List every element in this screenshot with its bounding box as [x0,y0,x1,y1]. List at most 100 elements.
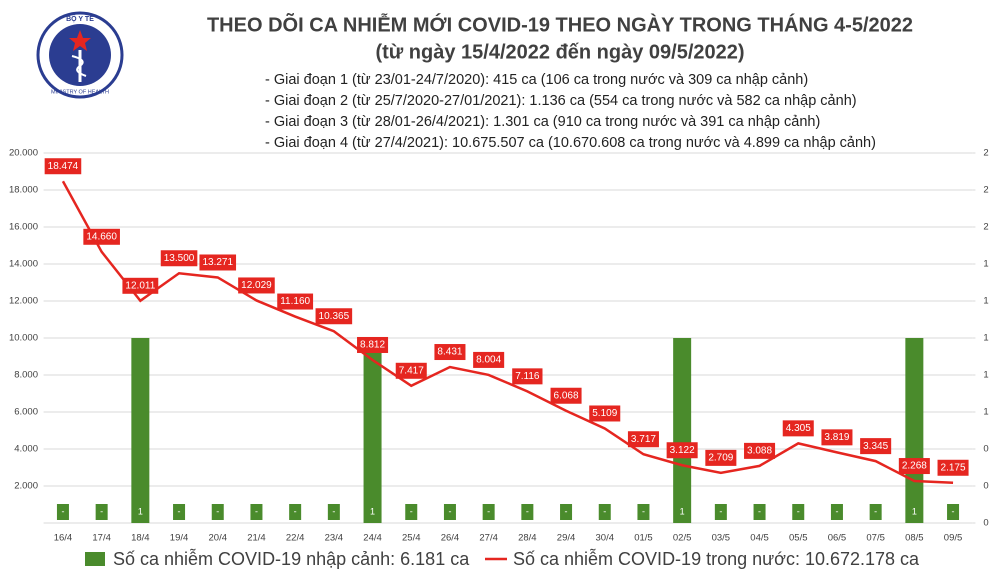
value-label-box [199,254,237,271]
y-tick-label: 18.000 [9,185,38,196]
bar [560,504,573,520]
bar [482,504,495,520]
line-value-label: 7.116 [515,371,540,382]
y-tick-label: 6.000 [14,407,38,418]
bar-value-label: - [835,506,838,516]
y-tick-label: 4.000 [14,444,38,455]
bar-value-label: - [178,506,181,516]
bar-value-label: - [952,506,955,516]
bar-value-label: - [255,506,258,516]
x-tick-label: 06/5 [828,533,847,544]
x-tick-label: 25/4 [402,533,421,544]
line-value-label: 13.271 [202,257,233,268]
value-label-box [627,431,659,448]
x-tick-label: 03/5 [712,533,731,544]
line-value-label: 8.004 [476,355,501,366]
value-label-box [705,449,737,466]
x-tick-label: 26/4 [441,533,460,544]
bar-value-label: 1 [680,506,685,516]
value-label-box [434,344,466,361]
value-label-box [395,362,427,379]
y2-tick-label: 0 [983,481,988,492]
bar-value-label: - [332,506,335,516]
bar [405,504,418,520]
note: - Giai đoạn 1 (từ 23/01-24/7/2020): 415 … [265,72,808,88]
value-label-box [512,368,543,385]
x-tick-label: 24/4 [363,533,382,544]
note: - Giai đoạn 4 (từ 27/4/2021): 10.675.507… [265,135,876,151]
bar [753,504,766,520]
bar-value-label: - [100,506,103,516]
x-tick-label: 28/4 [518,533,537,544]
y2-tick-label: 2 [983,148,988,159]
line-value-label: 3.717 [631,434,656,445]
bar-value-label: 1 [370,506,375,516]
x-tick-label: 16/4 [54,533,73,544]
bar [211,504,224,520]
bar-value-label: - [448,506,451,516]
bar [95,504,108,520]
y2-tick-label: 1 [983,296,988,307]
line-value-labels: 18.474 14.660 12.011 13.500 13.271 12.029 11.1… [44,158,969,476]
x-tick-label: 27/4 [479,533,498,544]
line-value-label: 8.812 [360,340,385,351]
bar-value-label: - [797,506,800,516]
legend-label: Số ca nhiễm COVID-19 nhập cảnh: 6.181 ca [113,548,470,569]
bar [947,504,960,520]
x-tick-label: 04/5 [750,533,769,544]
value-label-box [160,250,198,267]
bar-value-label: - [294,506,297,516]
bar [327,504,340,520]
value-label-box [315,308,353,325]
y2-tick-label: 1 [983,259,988,270]
line-value-label: 7.417 [399,365,424,376]
line-value-label: 2.175 [941,462,966,473]
bar [792,504,805,520]
y2-tick-label: 2 [983,185,988,196]
x-tick-label: 30/4 [596,533,615,544]
bar-value-label: - [216,506,219,516]
line-value-label: 8.431 [437,347,462,358]
bar [521,504,534,520]
bar [443,504,456,520]
value-label-box [44,158,82,175]
legend-swatch [85,552,105,566]
logo-bottom: MINISTRY OF HEALTH [51,89,109,95]
value-label-box [550,387,582,404]
y2-tick-label: 2 [983,222,988,233]
value-label-box [238,277,275,294]
x-tick-label: 07/5 [866,533,885,544]
bar [905,338,924,523]
line-value-label: 14.660 [86,231,117,242]
line-value-label: 13.500 [164,253,195,264]
x-tick-label: 29/4 [557,533,576,544]
bar-value-label: - [410,506,413,516]
y2-tick-label: 1 [983,407,988,418]
y2-tick-label: 0 [983,518,988,529]
logo: BỘ Y TẾ MINISTRY OF HEALTH [36,11,124,99]
y-tick-label: 16.000 [9,222,38,233]
bar [673,338,692,523]
value-label-box [898,458,930,475]
line-value-label: 2.268 [902,461,927,472]
y-tick-label: 8.000 [14,370,38,381]
bar-value-label: - [487,506,490,516]
bar [56,504,69,520]
bar-value-label: - [565,506,568,516]
bar [173,504,186,520]
x-tick-label: 05/5 [789,533,808,544]
line-value-label: 2.709 [708,453,733,464]
legend-label: Số ca nhiễm COVID-19 trong nước: 10.672.… [513,548,920,569]
line-value-label: 5.109 [592,408,617,419]
y2-tick-label: 1 [983,333,988,344]
bar-value-label: - [719,506,722,516]
line-value-label: 12.029 [241,280,272,291]
line-value-label: 12.011 [125,280,155,291]
value-label-box [83,228,120,245]
value-label-box [666,442,698,459]
line-value-label: 3.345 [863,441,888,452]
note: - Giai đoạn 3 (từ 28/01-26/4/2021): 1.30… [265,114,820,130]
line-value-label: 10.365 [319,311,350,322]
chart-subtitle: (từ ngày 15/4/2022 đến ngày 09/5/2022) [375,41,744,63]
value-label-box [937,459,969,476]
